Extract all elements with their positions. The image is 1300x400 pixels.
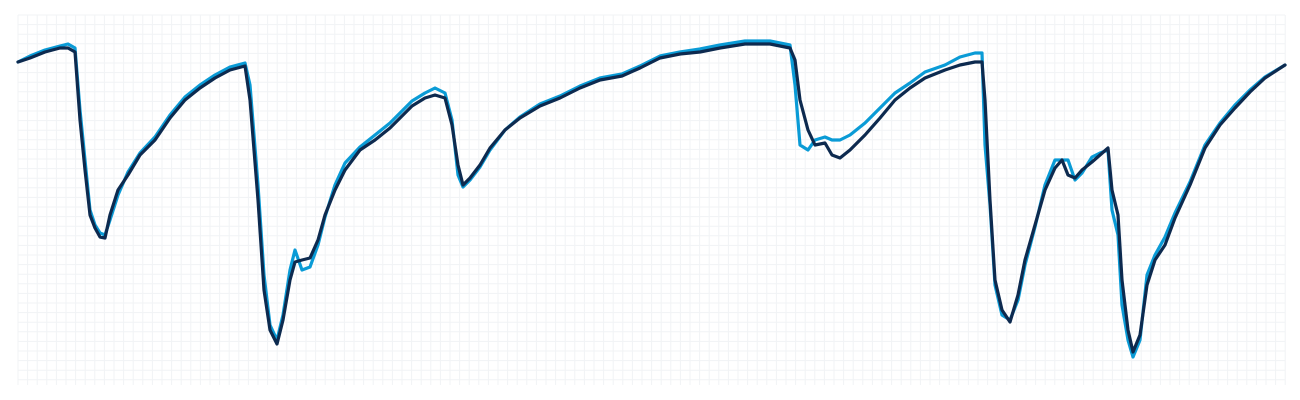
- grid: [17, 14, 1286, 385]
- series-line: [16, 42, 1287, 354]
- series-line: [16, 39, 1287, 359]
